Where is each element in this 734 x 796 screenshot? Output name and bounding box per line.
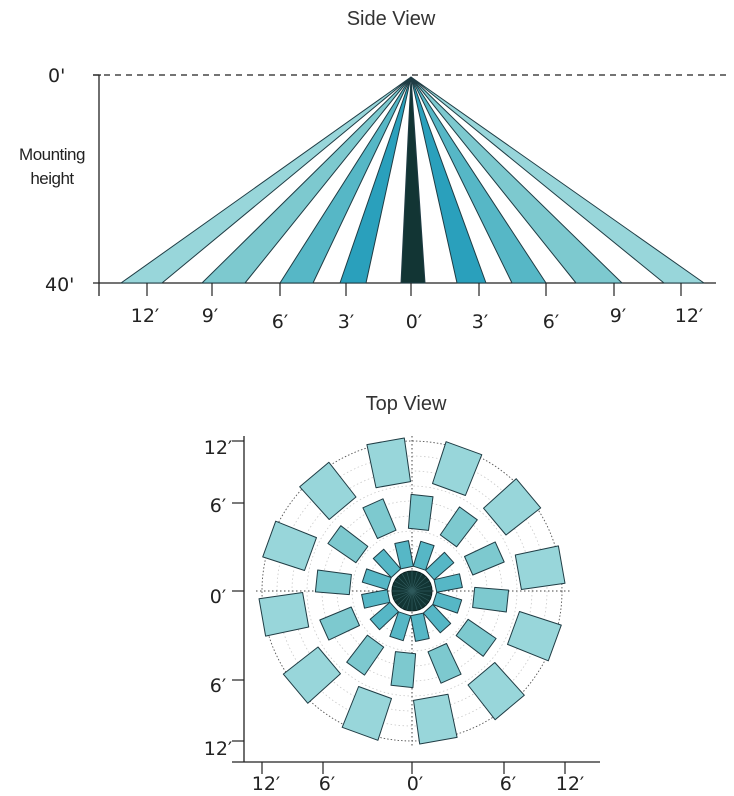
top-y-tick-label: 12′ <box>204 738 233 760</box>
middle-detection-zone <box>390 651 417 689</box>
side-x-tick-label: 6′ <box>272 311 288 333</box>
top-y-tick-label: 6′ <box>210 495 226 517</box>
middle-detection-zone <box>362 498 397 539</box>
sensor-center-spoke <box>411 590 430 602</box>
inner-detection-zone <box>412 540 435 571</box>
sensor-center-spoke <box>411 590 432 597</box>
middle-detection-zone <box>472 586 510 613</box>
outer-detection-zone <box>467 662 525 721</box>
top-y-tick-label: 6′ <box>210 675 226 697</box>
top-view-title: Top View <box>366 393 447 415</box>
side-view-beams <box>120 76 705 284</box>
side-x-tick-label: 6′ <box>543 311 559 333</box>
top-view-panel: Top View 12′ 6′ 0′ 6′ 12′ 12′ 6′ 0′ 6′ 1… <box>204 393 600 795</box>
top-y-tick-label: 0′ <box>210 586 226 608</box>
side-beam <box>120 76 412 284</box>
inner-detection-zone <box>433 573 463 593</box>
side-beam <box>339 76 412 284</box>
inner-detection-zone <box>361 589 391 609</box>
side-x-tick-label: 0′ <box>406 311 422 333</box>
side-beam <box>410 76 487 284</box>
sensor-center-spoke <box>411 573 423 592</box>
top-x-tick-label: 6′ <box>319 773 335 795</box>
outer-detection-zone <box>262 520 317 571</box>
side-x-tick-label: 9′ <box>202 305 218 327</box>
middle-detection-zone <box>319 606 360 641</box>
inner-detection-zone <box>389 611 412 642</box>
outer-detection-zone <box>282 646 341 704</box>
top-y-tick-label: 12′ <box>204 437 233 459</box>
outer-detection-zone <box>413 693 458 745</box>
sensor-center-spoke <box>411 585 432 592</box>
side-x-tick-label: 3′ <box>472 311 488 333</box>
side-x-tick-label: 3′ <box>338 311 354 333</box>
top-x-tick-label: 12′ <box>556 773 585 795</box>
sensor-center-spoke <box>406 571 413 592</box>
side-view-x-ticks: 12′ 9′ 6′ 3′ 0′ 3′ 6′ 9′ 12′ <box>131 283 704 333</box>
inner-detection-zone <box>422 604 452 634</box>
mounting-label-line1: Mounting <box>19 145 85 164</box>
inner-detection-zone <box>425 551 455 581</box>
middle-detection-zone <box>314 569 352 596</box>
inner-detection-zone <box>432 591 463 614</box>
outer-detection-zone <box>514 545 566 590</box>
inner-detection-zone <box>394 540 414 570</box>
middle-detection-zone <box>464 541 505 576</box>
sensor-center-spoke <box>401 590 413 609</box>
sensor-center-spoke <box>401 573 413 592</box>
sensor-center-spoke <box>397 576 413 592</box>
outer-detection-zone <box>258 592 310 637</box>
inner-detection-zone <box>410 612 430 642</box>
sensor-center-spoke <box>392 590 413 597</box>
sensor-center-spoke <box>411 571 418 592</box>
inner-detection-zone <box>372 548 402 578</box>
middle-detection-zone <box>439 506 478 548</box>
side-beam <box>410 76 623 284</box>
middle-detection-zone <box>455 618 497 657</box>
sensor-center-spoke <box>411 580 430 592</box>
side-beam <box>201 76 412 284</box>
outer-detection-zone <box>299 461 357 520</box>
sensor-center-spoke <box>406 590 413 611</box>
sensor-center-spoke <box>411 576 427 592</box>
top-x-tick-label: 0′ <box>407 773 423 795</box>
outer-detection-zone <box>366 437 411 489</box>
side-beam <box>410 76 705 284</box>
sensor-center-spoke <box>411 590 418 611</box>
side-view-title: Side View <box>347 8 436 30</box>
sensor-center-spoke <box>392 585 413 592</box>
side-beam <box>279 76 412 284</box>
outer-detection-zone <box>432 441 483 496</box>
side-x-tick-label: 12′ <box>675 305 704 327</box>
middle-detection-zone <box>346 634 385 676</box>
top-x-tick-label: 12′ <box>252 773 281 795</box>
sensor-center-spoke <box>397 590 413 606</box>
outer-detection-zone <box>507 611 562 662</box>
mounting-label-line2: height <box>30 169 74 188</box>
side-beam <box>410 76 547 284</box>
side-x-tick-label: 9′ <box>610 305 626 327</box>
inner-detection-zone <box>361 568 392 591</box>
middle-detection-zone <box>407 493 434 531</box>
outer-detection-zone <box>341 686 392 741</box>
side-beam <box>400 76 426 284</box>
sensor-center-spoke <box>411 590 427 606</box>
side-view-panel: Side View 0' 40' Mounting height 12′ 9′ … <box>19 8 728 333</box>
top-view-detection-zones <box>258 437 566 745</box>
range-ring <box>276 455 548 727</box>
middle-detection-zone <box>327 525 369 564</box>
side-x-tick-label: 12′ <box>131 305 160 327</box>
top-view-sensor-center <box>391 570 433 612</box>
sensor-center-spoke <box>394 590 413 602</box>
sensor-center-spoke <box>411 590 423 609</box>
inner-detection-zone <box>369 601 399 631</box>
side-bottom-label: 40' <box>45 274 74 296</box>
side-top-label: 0' <box>48 65 65 87</box>
top-x-tick-label: 6′ <box>500 773 516 795</box>
sensor-center-spoke <box>394 580 413 592</box>
outer-detection-zone <box>483 478 542 536</box>
middle-detection-zone <box>427 643 462 684</box>
